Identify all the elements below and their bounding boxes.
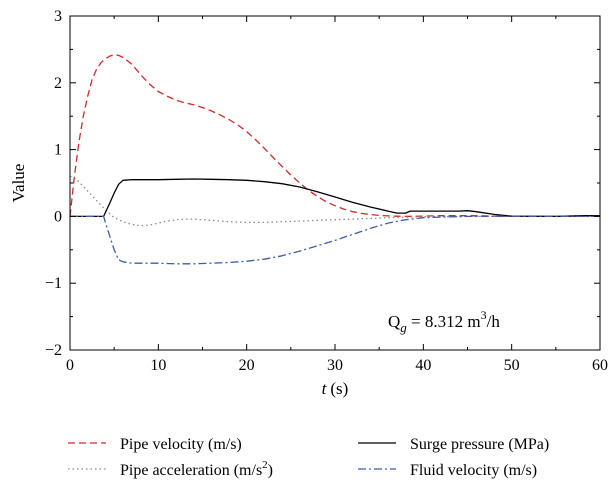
annotation-unit: /h [487, 312, 501, 331]
x-axis-label-unit: (s) [330, 379, 348, 398]
legend-label-pipe-velocity: Pipe velocity (m/s) [120, 436, 242, 453]
annotation-q: Q [388, 312, 400, 331]
legend-label-pipe-acceleration: Pipe acceleration (m/s2) [120, 459, 273, 479]
annotation-sub: g [400, 320, 407, 335]
annotation-sup: 3 [481, 308, 487, 322]
x-tick-label: 50 [504, 357, 520, 374]
series-line-0 [69, 54, 601, 218]
legend: Pipe velocity (m/s) Pipe acceleration (m… [68, 436, 549, 479]
series-line-3 [70, 215, 600, 265]
y-tick-label: 0 [54, 208, 62, 225]
x-tick-label: 20 [239, 357, 255, 374]
legend-label-fluid-velocity: Fluid velocity (m/s) [410, 462, 537, 479]
y-axis-label: Value [9, 164, 28, 203]
y-tick-label: −2 [45, 342, 62, 359]
y-tick-label: −1 [45, 275, 62, 292]
flow-rate-annotation: Qg = 8.312 m3/h [388, 308, 500, 335]
series-line-1 [69, 175, 600, 227]
series-line-2 [70, 178, 600, 218]
x-tick-label: 60 [592, 357, 608, 374]
plot-frame [69, 15, 601, 351]
y-tick-label: 3 [54, 8, 62, 25]
annotation-value: = 8.312 m [407, 312, 481, 331]
x-tick-label: 10 [150, 357, 166, 374]
series-layer [69, 54, 601, 265]
x-tick-label: 40 [415, 357, 431, 374]
ticks-layer: 0 10 20 30 40 50 60 −2 −1 0 1 2 3 [45, 8, 608, 374]
legend-label-surge-pressure: Surge pressure (MPa) [410, 436, 549, 453]
x-tick-label: 30 [327, 357, 343, 374]
y-tick-label: 1 [54, 142, 62, 159]
x-axis-label-var: t [322, 379, 328, 398]
x-tick-label: 0 [66, 357, 74, 374]
x-axis-label: t (s) [322, 379, 349, 398]
y-tick-label: 2 [54, 75, 62, 92]
